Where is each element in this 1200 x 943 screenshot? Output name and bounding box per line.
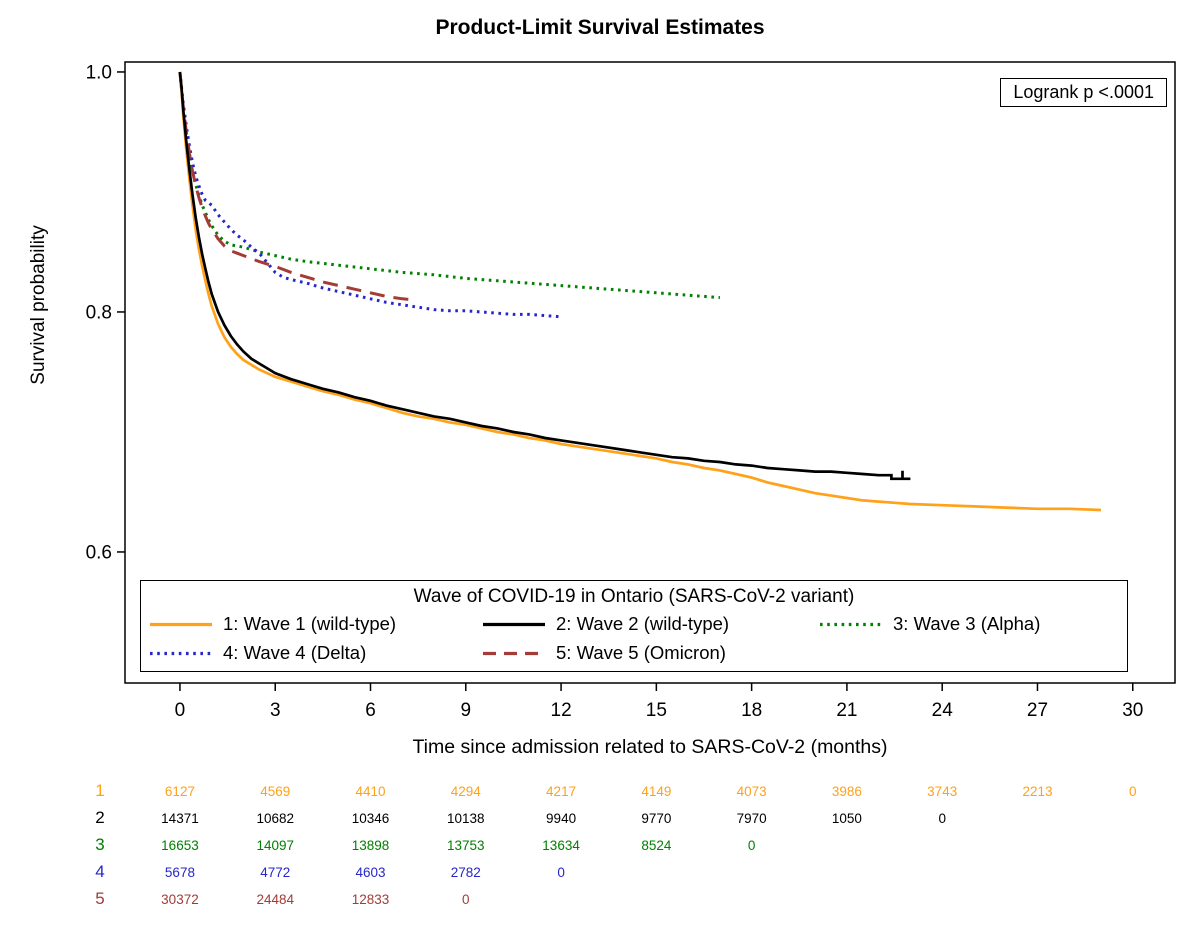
curve-wave3 bbox=[178, 71, 721, 300]
y-tick-label: 0.6 bbox=[86, 542, 112, 563]
risk-value: 30372 bbox=[161, 892, 199, 907]
risk-value: 3743 bbox=[927, 784, 957, 799]
wave1-line-swatch bbox=[150, 622, 212, 626]
risk-value: 3986 bbox=[832, 784, 862, 799]
risk-value: 0 bbox=[557, 865, 565, 880]
legend-label-wave3: 3: Wave 3 (Alpha) bbox=[893, 613, 1041, 634]
curve-wave1 bbox=[178, 71, 1102, 512]
x-tick-label: 0 bbox=[175, 700, 186, 721]
risk-value: 5678 bbox=[165, 865, 195, 880]
risk-value: 6127 bbox=[165, 784, 195, 799]
legend-label-wave4: 4: Wave 4 (Delta) bbox=[223, 642, 367, 663]
x-tick-label: 6 bbox=[365, 700, 376, 721]
risk-value: 14371 bbox=[161, 811, 199, 826]
curve-wave5 bbox=[178, 71, 416, 302]
risk-value: 14097 bbox=[256, 838, 294, 853]
legend-grid: 1: Wave 1 (wild-type) 2: Wave 2 (wild-ty… bbox=[149, 613, 1119, 664]
risk-value: 4772 bbox=[260, 865, 290, 880]
legend-entry-wave1: 1: Wave 1 (wild-type) bbox=[149, 613, 482, 635]
risk-value: 4294 bbox=[451, 784, 482, 799]
curve-wave2 bbox=[178, 71, 911, 481]
risk-value: 0 bbox=[462, 892, 470, 907]
risk-value: 4603 bbox=[355, 865, 385, 880]
risk-value: 9940 bbox=[546, 811, 576, 826]
risk-value: 0 bbox=[748, 838, 756, 853]
risk-value: 1050 bbox=[832, 811, 862, 826]
risk-value: 10346 bbox=[352, 811, 390, 826]
risk-value: 7970 bbox=[737, 811, 767, 826]
risk-value: 2213 bbox=[1022, 784, 1052, 799]
risk-row-label: 4 bbox=[95, 862, 104, 881]
logrank-annotation: Logrank p <.0001 bbox=[1000, 78, 1167, 107]
risk-value: 4073 bbox=[737, 784, 767, 799]
curve-wave4 bbox=[178, 71, 562, 319]
risk-value: 2782 bbox=[451, 865, 481, 880]
risk-value: 0 bbox=[1129, 784, 1137, 799]
x-tick-label: 15 bbox=[646, 700, 667, 721]
plot-border bbox=[124, 61, 1176, 684]
legend-label-wave1: 1: Wave 1 (wild-type) bbox=[223, 613, 397, 634]
x-tick-label: 12 bbox=[551, 700, 572, 721]
risk-value: 10138 bbox=[447, 811, 485, 826]
risk-value: 0 bbox=[938, 811, 946, 826]
y-axis-title: Survival probability bbox=[28, 225, 49, 385]
legend-entry-wave5: 5: Wave 5 (Omicron) bbox=[482, 642, 819, 664]
x-tick-label: 21 bbox=[836, 700, 857, 721]
risk-row-label: 2 bbox=[95, 808, 104, 827]
legend-entry-wave3: 3: Wave 3 (Alpha) bbox=[819, 613, 1119, 635]
legend-entry-wave4: 4: Wave 4 (Delta) bbox=[149, 642, 482, 664]
risk-value: 12833 bbox=[352, 892, 390, 907]
risk-value: 4410 bbox=[355, 784, 385, 799]
y-tick-label: 0.8 bbox=[86, 302, 112, 323]
x-axis-title: Time since admission related to SARS-CoV… bbox=[412, 736, 888, 758]
x-tick-label: 3 bbox=[270, 700, 281, 721]
x-tick-label: 27 bbox=[1027, 700, 1048, 721]
risk-value: 4217 bbox=[546, 784, 576, 799]
legend-entry-wave2: 2: Wave 2 (wild-type) bbox=[482, 613, 819, 635]
legend: Wave of COVID-19 in Ontario (SARS-CoV-2 … bbox=[140, 580, 1128, 672]
x-tick-label: 30 bbox=[1122, 700, 1143, 721]
risk-value: 16653 bbox=[161, 838, 199, 853]
risk-row-label: 1 bbox=[95, 781, 104, 800]
wave3-line-swatch bbox=[820, 622, 882, 626]
risk-value: 4149 bbox=[641, 784, 671, 799]
risk-value: 13634 bbox=[542, 838, 580, 853]
x-tick-label: 24 bbox=[932, 700, 954, 721]
risk-value: 8524 bbox=[641, 838, 672, 853]
chart-title: Product-Limit Survival Estimates bbox=[435, 16, 765, 39]
y-tick-label: 1.0 bbox=[86, 62, 112, 83]
risk-value: 10682 bbox=[256, 811, 294, 826]
legend-title: Wave of COVID-19 in Ontario (SARS-CoV-2 … bbox=[413, 586, 855, 607]
risk-value: 9770 bbox=[641, 811, 671, 826]
risk-value: 4569 bbox=[260, 784, 290, 799]
wave4-line-swatch bbox=[150, 651, 212, 655]
risk-value: 13753 bbox=[447, 838, 485, 853]
legend-label-wave2: 2: Wave 2 (wild-type) bbox=[556, 613, 730, 634]
risk-row-label: 5 bbox=[95, 889, 104, 908]
wave5-line-swatch bbox=[483, 651, 545, 655]
risk-value: 24484 bbox=[256, 892, 294, 907]
wave2-line-swatch bbox=[483, 622, 545, 626]
risk-value: 13898 bbox=[352, 838, 390, 853]
x-tick-label: 18 bbox=[741, 700, 762, 721]
legend-label-wave5: 5: Wave 5 (Omicron) bbox=[556, 642, 726, 663]
risk-row-label: 3 bbox=[95, 835, 104, 854]
x-tick-label: 9 bbox=[461, 700, 472, 721]
